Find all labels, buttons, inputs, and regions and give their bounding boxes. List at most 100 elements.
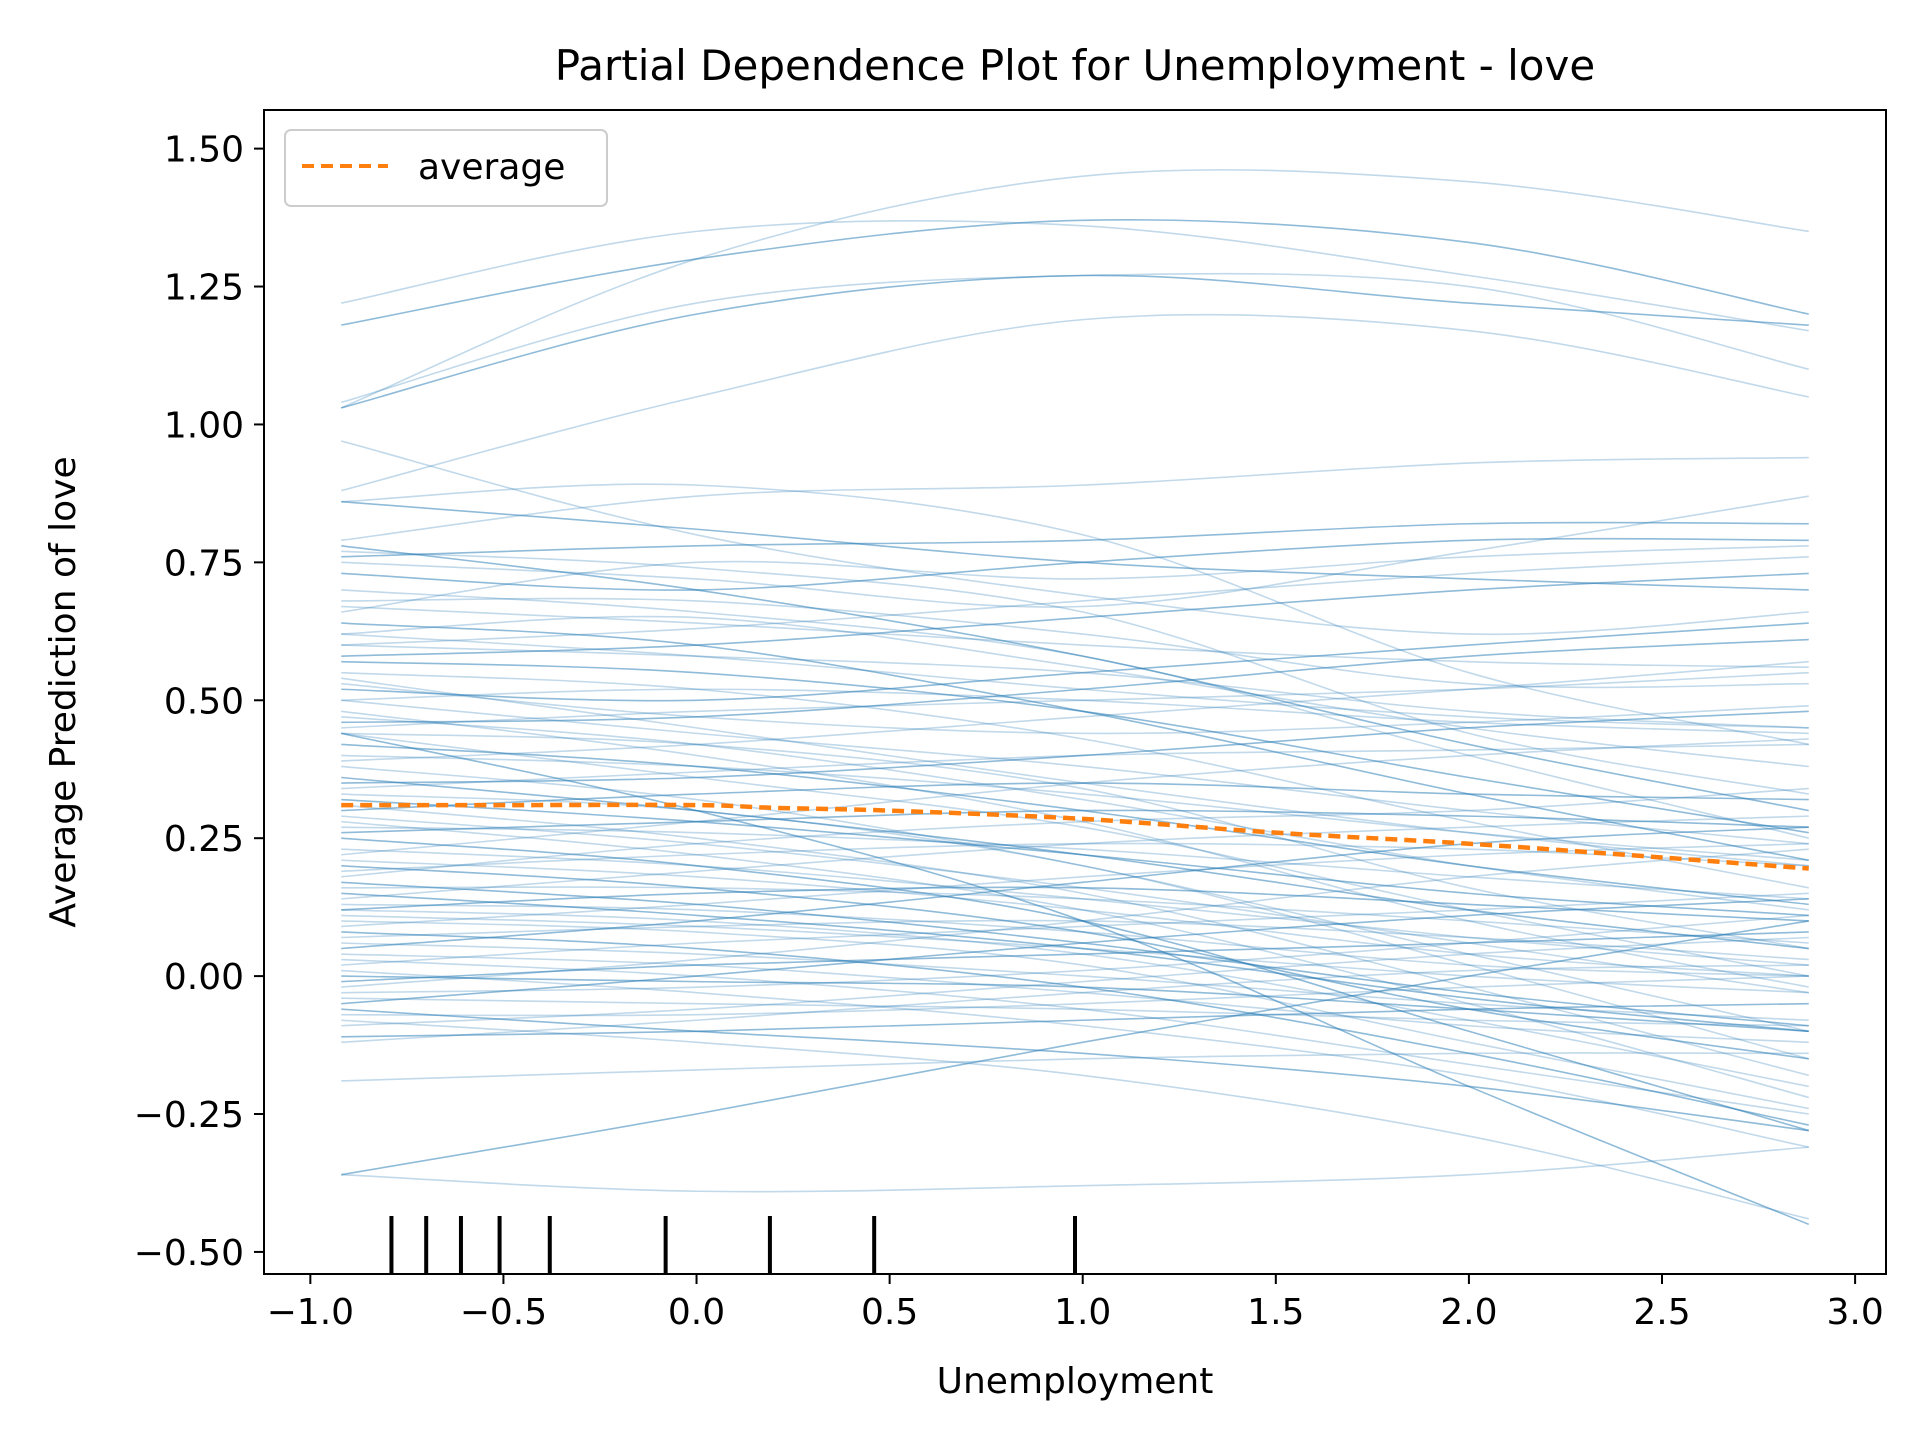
ice-line (341, 892, 1809, 966)
ice-line (341, 892, 1809, 1033)
ice-line (341, 809, 1809, 834)
ice-line (341, 886, 1809, 944)
ice-line (341, 936, 1809, 1027)
x-axis-label: Unemployment (937, 1361, 1214, 1402)
legend: average (284, 129, 608, 207)
ice-line (341, 826, 1809, 950)
ice-line (341, 671, 1809, 729)
ice-line (341, 220, 1809, 332)
ice-line (341, 815, 1809, 994)
ice-line (341, 815, 1809, 900)
ice-line (341, 765, 1809, 1033)
chart-title: Partial Dependence Plot for Unemployment… (555, 41, 1595, 90)
x-tick-label: 2.0 (1440, 1292, 1497, 1333)
ice-line (341, 826, 1809, 900)
ice-line (341, 660, 1809, 834)
x-tick-label: −0.5 (460, 1292, 547, 1333)
ice-line (341, 699, 1809, 845)
ice-line (341, 732, 1809, 950)
ice-line (341, 682, 1809, 735)
ice-line (341, 633, 1809, 729)
ice-line (341, 660, 1809, 762)
ice-line (341, 997, 1809, 1027)
ice-line (341, 1008, 1809, 1132)
ice-line (341, 597, 1809, 689)
ice-line (341, 732, 1809, 977)
y-tick-label: −0.25 (134, 1095, 244, 1136)
ice-line (341, 914, 1809, 994)
ice-line (341, 914, 1809, 994)
ice-line (341, 1002, 1809, 1038)
ice-line (341, 1146, 1809, 1193)
x-tick-label: −1.0 (267, 1292, 354, 1333)
ice-line (341, 605, 1809, 668)
ice-line (341, 920, 1809, 1176)
x-tick-label: 1.0 (1054, 1292, 1111, 1333)
ice-line (341, 521, 1809, 558)
y-tick-label: −0.50 (134, 1233, 244, 1274)
ice-line (341, 313, 1809, 492)
ice-line (341, 710, 1809, 784)
y-tick-label: 1.00 (164, 405, 244, 446)
ice-line (341, 743, 1809, 790)
ice-line (341, 787, 1809, 878)
ice-line (341, 1052, 1809, 1082)
ice-line (341, 969, 1809, 1148)
x-tick-label: 3.0 (1826, 1292, 1883, 1333)
ice-line (341, 975, 1809, 1033)
ice-line (341, 859, 1809, 977)
legend-box (284, 129, 608, 207)
ice-line (341, 550, 1809, 795)
ice-line (341, 456, 1809, 542)
ice-line (341, 274, 1809, 409)
ice-line (341, 903, 1809, 977)
y-axis: −0.50 −0.25 0.00 0.25 0.50 0.75 1.00 1.25 1.50 (134, 130, 264, 1274)
ice-line (341, 671, 1809, 889)
ice-lines (340, 169, 1810, 1226)
average-line (341, 802, 1809, 871)
ice-line (341, 556, 1809, 646)
ice-line (341, 738, 1809, 856)
ice-line (341, 793, 1809, 1060)
ice-line (341, 572, 1809, 657)
y-tick-label: 0.00 (164, 957, 244, 998)
y-tick-label: 0.75 (164, 543, 244, 584)
x-axis: −1.0 −0.5 0.0 0.5 1.0 1.5 2.0 2.5 3.0 (267, 1274, 1884, 1333)
x-tick-label: 1.5 (1247, 1292, 1304, 1333)
ice-line (341, 864, 1809, 1060)
ice-line (340, 169, 1809, 409)
ice-line (341, 942, 1809, 1022)
y-tick-label: 1.50 (164, 130, 244, 171)
ice-line (341, 495, 1809, 608)
y-tick-label: 0.50 (164, 681, 244, 722)
y-axis-label: Average Prediction of love (43, 456, 84, 927)
ice-line (341, 920, 1809, 1110)
ice-line (341, 545, 1809, 613)
ice-line (341, 688, 1809, 735)
plot-frame (263, 109, 1887, 1275)
ice-line (341, 754, 1809, 862)
x-tick-label: 0.0 (668, 1292, 725, 1333)
legend-label-average: average (418, 147, 565, 188)
ice-line (341, 589, 1809, 839)
ice-line (341, 964, 1809, 1044)
average-series (341, 802, 1809, 871)
x-tick-label: 2.5 (1633, 1292, 1690, 1333)
ice-line (341, 953, 1809, 1044)
ice-line (341, 440, 1809, 636)
ice-line (341, 909, 1809, 1088)
y-tick-label: 0.25 (164, 819, 244, 860)
ice-line (341, 545, 1809, 812)
x-tick-label: 0.5 (861, 1292, 918, 1333)
rug-marks (389, 1216, 1077, 1274)
ice-line (341, 881, 1809, 1027)
ice-line (341, 710, 1809, 988)
y-tick-label: 1.25 (164, 268, 244, 309)
ice-line (341, 848, 1809, 966)
ice-line (341, 622, 1809, 702)
ice-line (341, 219, 1809, 326)
ice-line (341, 483, 1809, 746)
ice-line (341, 638, 1809, 724)
